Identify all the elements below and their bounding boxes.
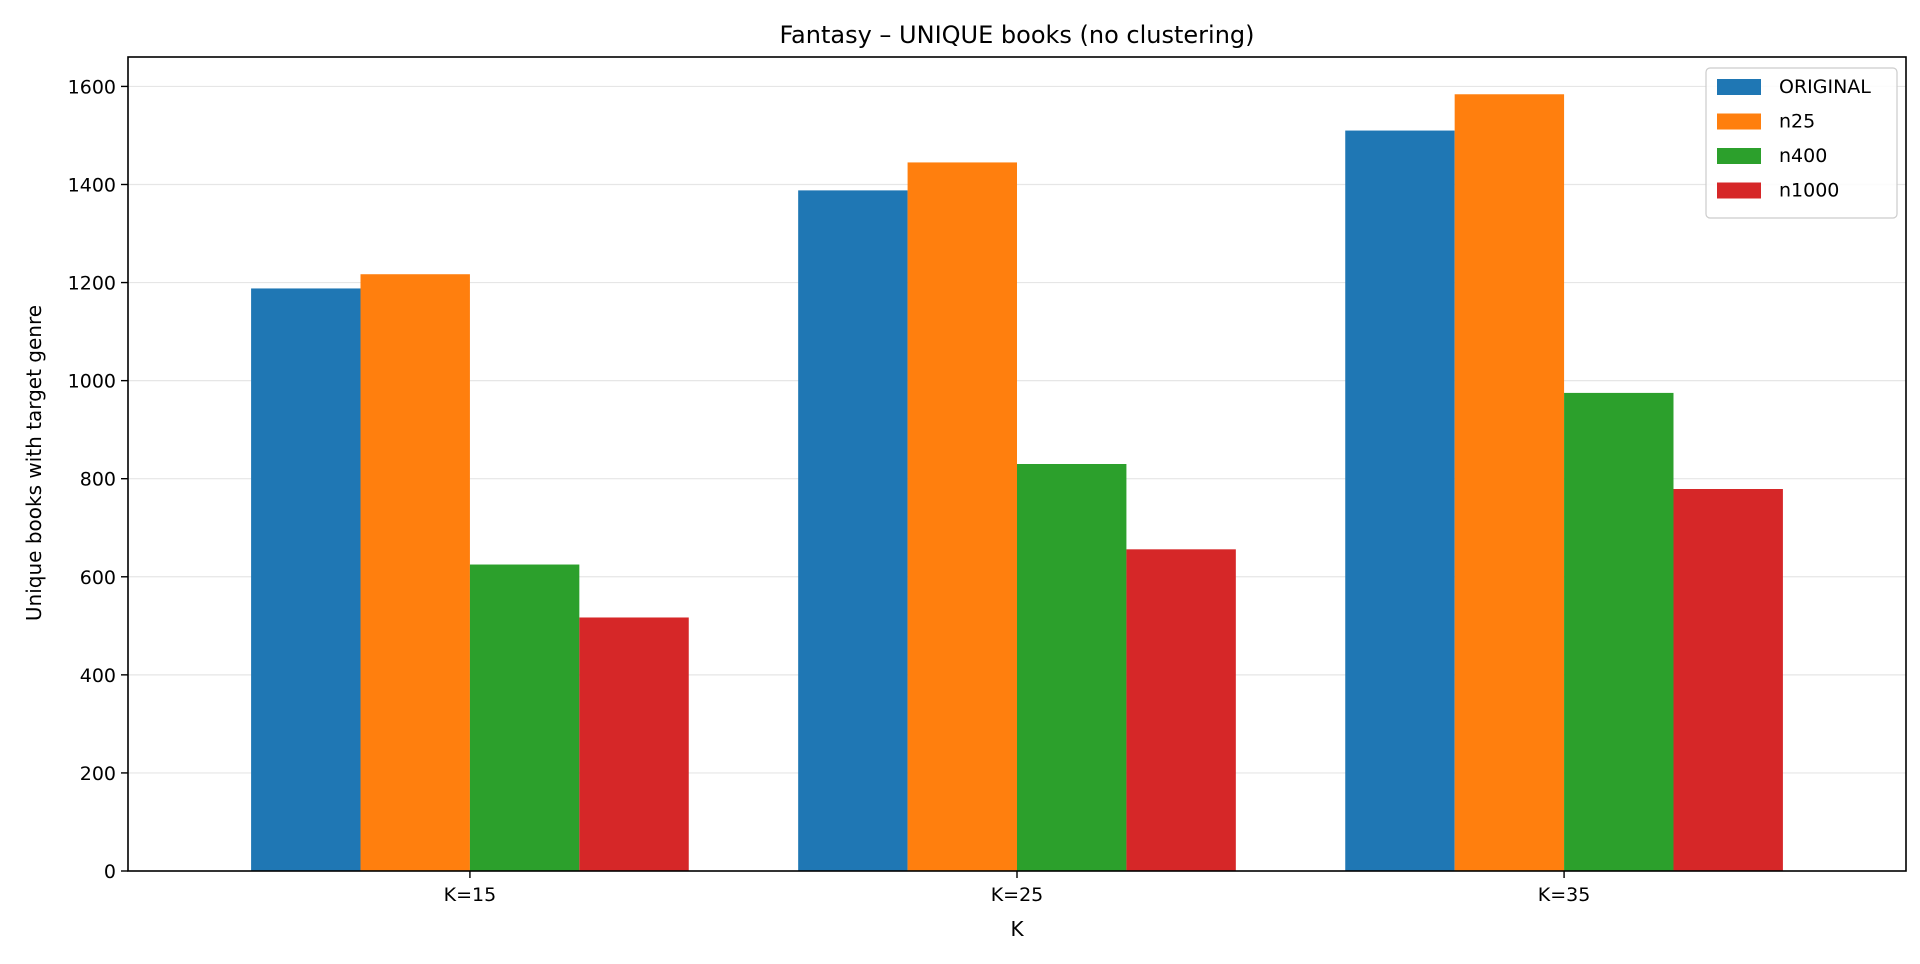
y-tick-label: 600	[80, 567, 116, 589]
y-tick-label: 1000	[68, 371, 116, 393]
y-tick-label: 1200	[68, 273, 116, 295]
legend-label: n1000	[1779, 180, 1839, 202]
y-axis-ticks: 0 200 400 600 800 1000 1200 1400 1600	[68, 76, 128, 883]
bar-n25-k25	[907, 162, 1017, 871]
bar-original-k15	[251, 288, 361, 872]
y-tick-label: 1400	[68, 174, 116, 196]
x-axis-label: K	[1010, 917, 1024, 941]
bars	[251, 94, 1783, 872]
x-axis-ticks: K=15 K=25 K=35	[444, 871, 1591, 906]
x-tick-label: K=15	[444, 884, 497, 906]
bar-n1000-k15	[579, 617, 689, 871]
bar-original-k35	[1345, 130, 1455, 872]
legend-box	[1705, 67, 1898, 219]
legend: ORIGINAL n25 n400 n1000	[1705, 67, 1898, 219]
bar-original-k25	[798, 190, 908, 872]
y-tick-label: 0	[104, 861, 116, 883]
chart-title: Fantasy – UNIQUE books (no clustering)	[779, 21, 1254, 49]
bar-n25-k15	[360, 274, 470, 872]
y-tick-label: 800	[80, 469, 116, 491]
legend-label: ORIGINAL	[1779, 76, 1871, 98]
legend-swatch	[1717, 79, 1761, 95]
y-tick-label: 1600	[68, 76, 116, 98]
y-tick-label: 200	[80, 763, 116, 785]
legend-swatch	[1717, 182, 1761, 199]
bar-n400-k35	[1564, 392, 1674, 871]
legend-label: n400	[1779, 145, 1827, 167]
x-tick-label: K=25	[991, 884, 1044, 906]
bar-n400-k25	[1017, 464, 1127, 871]
bar-n400-k15	[469, 564, 580, 871]
legend-label: n25	[1779, 111, 1815, 133]
bar-n1000-k35	[1673, 489, 1783, 871]
y-tick-label: 400	[80, 665, 116, 687]
bar-n1000-k25	[1126, 549, 1236, 871]
legend-swatch	[1717, 148, 1761, 164]
bar-n25-k35	[1454, 94, 1565, 872]
x-tick-label: K=35	[1538, 884, 1591, 906]
legend-swatch	[1717, 113, 1761, 130]
y-axis-label: Unique books with target genre	[22, 305, 46, 621]
